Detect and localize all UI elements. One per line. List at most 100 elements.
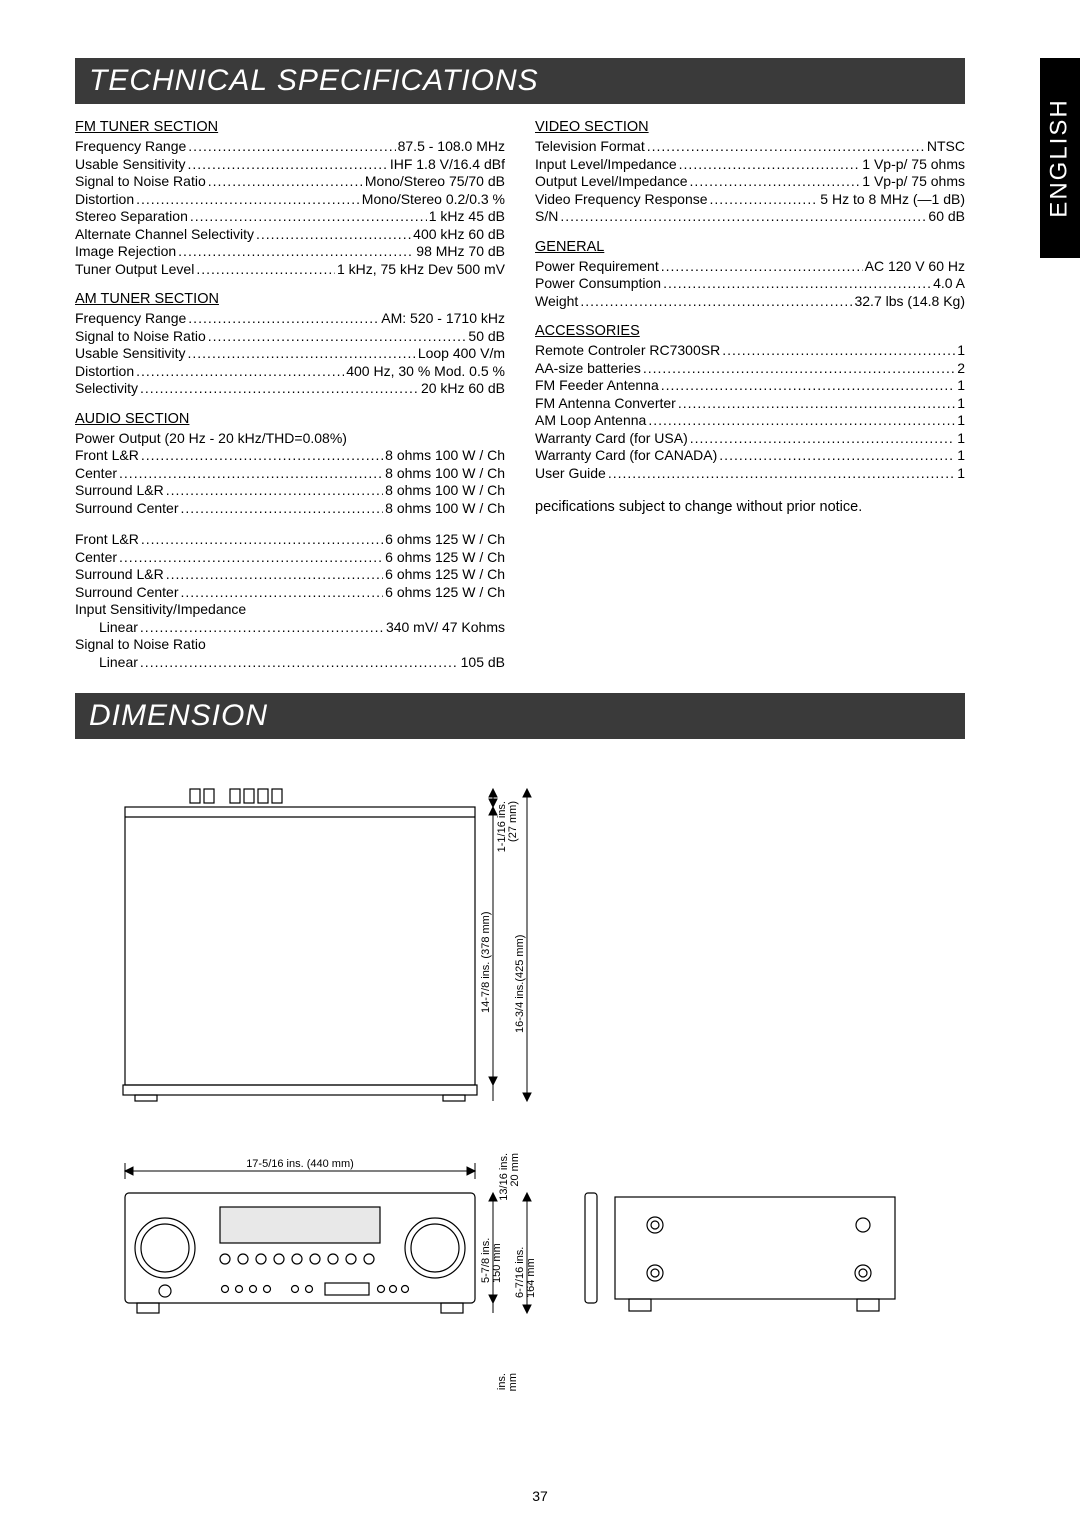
spec-row: DistortionMono/Stereo 0.2/0.3 % <box>75 191 505 209</box>
spec-value: 1 <box>957 465 965 483</box>
spec-row: Front L&R8 ohms 100 W / Ch <box>75 447 505 465</box>
spec-value: 8 ohms 100 W / Ch <box>385 465 505 483</box>
spec-value: Mono/Stereo 75/70 dB <box>365 173 505 191</box>
change-notice: pecifications subject to change without … <box>535 498 965 516</box>
spec-value: 8 ohms 100 W / Ch <box>385 482 505 500</box>
spec-label: Linear <box>99 654 138 672</box>
spec-label: Surround Center <box>75 584 179 602</box>
spec-value: AM: 520 - 1710 kHz <box>381 310 505 328</box>
spec-row: Weight 32.7 lbs (14.8 Kg) <box>535 293 965 311</box>
spec-row: Usable Sensitivity Loop 400 V/m <box>75 345 505 363</box>
spec-columns: FM TUNER SECTION Frequency Range87.5 - 1… <box>75 118 965 671</box>
spec-value: 87.5 - 108.0 MHz <box>398 138 505 156</box>
spec-value: 98 MHz 70 dB <box>416 243 505 261</box>
spec-label: Image Rejection <box>75 243 176 261</box>
spec-row: Surround Center6 ohms 125 W / Ch <box>75 584 505 602</box>
audio-section-title: AUDIO SECTION <box>75 410 505 428</box>
spec-label: AM Loop Antenna <box>535 412 646 430</box>
spec-row: S/N 60 dB <box>535 208 965 226</box>
input-sens-label: Input Sensitivity/Impedance <box>75 601 505 619</box>
svg-text:17-5/16 ins. (440 mm): 17-5/16 ins. (440 mm) <box>246 1158 354 1170</box>
spec-label: S/N <box>535 208 558 226</box>
spec-label: Frequency Range <box>75 310 186 328</box>
svg-text:16-3/4 ins.(425 mm): 16-3/4 ins.(425 mm) <box>514 935 526 1033</box>
spec-row: Input Level/Impedance1 Vp-p/ 75 ohms <box>535 156 965 174</box>
svg-text:5-7/8 ins.150 mm: 5-7/8 ins.150 mm <box>480 1238 503 1283</box>
spec-row: Surround L&R 8 ohms 100 W / Ch <box>75 482 505 500</box>
spec-value: 6 ohms 125 W / Ch <box>385 531 505 549</box>
svg-text:6-7/16 ins.164 mm: 6-7/16 ins.164 mm <box>514 1247 537 1298</box>
general-section-title: GENERAL <box>535 238 965 256</box>
video-section-title: VIDEO SECTION <box>535 118 965 136</box>
spec-value: 1 Vp-p/ 75 ohms <box>862 156 965 174</box>
spec-label: AA-size batteries <box>535 360 641 378</box>
language-tab: ENGLISH <box>1040 58 1080 258</box>
snr-label: Signal to Noise Ratio <box>75 636 505 654</box>
dimension-header: DIMENSION <box>75 693 965 739</box>
spec-row: Signal to Noise Ratio50 dB <box>75 328 505 346</box>
spec-row: FM Antenna Converter1 <box>535 395 965 413</box>
spec-value: Mono/Stereo 0.2/0.3 % <box>362 191 505 209</box>
spec-label: Alternate Channel Selectivity <box>75 226 254 244</box>
spec-row: Alternate Channel Selectivity 400 kHz 60 … <box>75 226 505 244</box>
spec-row: Frequency Range 87.5 - 108.0 MHz <box>75 138 505 156</box>
spec-label: User Guide <box>535 465 606 483</box>
spec-value: 20 kHz 60 dB <box>421 380 505 398</box>
spec-row: Image Rejection 98 MHz 70 dB <box>75 243 505 261</box>
spec-value: 1 kHz, 75 kHz Dev 500 mV <box>337 261 505 279</box>
spec-label: Distortion <box>75 363 134 381</box>
spec-value: NTSC <box>927 138 965 156</box>
spec-label: Usable Sensitivity <box>75 345 186 363</box>
spec-row: Stereo Separation1 kHz 45 dB <box>75 208 505 226</box>
spec-value: 60 dB <box>928 208 965 226</box>
spec-row: FM Feeder Antenna1 <box>535 377 965 395</box>
spec-value: 6 ohms 125 W / Ch <box>385 549 505 567</box>
spec-value: 1 Vp-p/ 75 ohms <box>862 173 965 191</box>
spec-label: Surround L&R <box>75 482 164 500</box>
spec-value: 1 <box>957 412 965 430</box>
spec-row: Surround Center8 ohms 100 W / Ch <box>75 500 505 518</box>
spec-row: Signal to Noise RatioMono/Stereo 75/70 d… <box>75 173 505 191</box>
spec-value: 1 <box>957 430 965 448</box>
spec-value: 6 ohms 125 W / Ch <box>385 566 505 584</box>
spec-row: Power Consumption4.0 A <box>535 275 965 293</box>
spec-value: 8 ohms 100 W / Ch <box>385 500 505 518</box>
spec-row: Center 6 ohms 125 W / Ch <box>75 549 505 567</box>
spec-value: 1 kHz 45 dB <box>429 208 505 226</box>
spec-value: 340 mV/ 47 Kohms <box>386 619 505 637</box>
spec-label: Power Requirement <box>535 258 659 276</box>
spec-label: Surround L&R <box>75 566 164 584</box>
spec-value: 32.7 lbs (14.8 Kg) <box>854 293 965 311</box>
am-section-title: AM TUNER SECTION <box>75 290 505 308</box>
spec-row: Selectivity20 kHz 60 dB <box>75 380 505 398</box>
spec-label: Warranty Card (for CANADA) <box>535 447 717 465</box>
spec-value: 1 <box>957 447 965 465</box>
spec-label: Center <box>75 549 117 567</box>
accessories-section-title: ACCESSORIES <box>535 322 965 340</box>
spec-row: AM Loop Antenna 1 <box>535 412 965 430</box>
spec-value: 105 dB <box>461 654 505 672</box>
spec-label: Usable Sensitivity <box>75 156 186 174</box>
spec-value: 400 kHz 60 dB <box>413 226 505 244</box>
spec-value: 50 dB <box>468 328 505 346</box>
spec-row: Warranty Card (for USA)1 <box>535 430 965 448</box>
spec-label: Linear <box>99 619 138 637</box>
spec-value: 1 <box>957 395 965 413</box>
spec-label: Frequency Range <box>75 138 186 156</box>
spec-value: Loop 400 V/m <box>418 345 505 363</box>
spec-label: Remote Controler RC7300SR <box>535 342 720 360</box>
spec-row: Warranty Card (for CANADA) 1 <box>535 447 965 465</box>
spec-label: Front L&R <box>75 531 139 549</box>
spec-label: Weight <box>535 293 578 311</box>
spec-row: Television FormatNTSC <box>535 138 965 156</box>
spec-row: Frequency Range AM: 520 - 1710 kHz <box>75 310 505 328</box>
svg-text:1-1/16 ins.(27 mm): 1-1/16 ins.(27 mm) <box>496 801 519 852</box>
spec-row: Surround L&R 6 ohms 125 W / Ch <box>75 566 505 584</box>
language-label: ENGLISH <box>1046 98 1074 217</box>
svg-text:14-7/8 ins. (378 mm): 14-7/8 ins. (378 mm) <box>480 912 492 1013</box>
spec-value: 2 <box>957 360 965 378</box>
spec-row: Tuner Output Level 1 kHz, 75 kHz Dev 500 … <box>75 261 505 279</box>
spec-row: Remote Controler RC7300SR1 <box>535 342 965 360</box>
spec-row: Video Frequency Response5 Hz to 8 MHz (—… <box>535 191 965 209</box>
spec-label: Tuner Output Level <box>75 261 194 279</box>
